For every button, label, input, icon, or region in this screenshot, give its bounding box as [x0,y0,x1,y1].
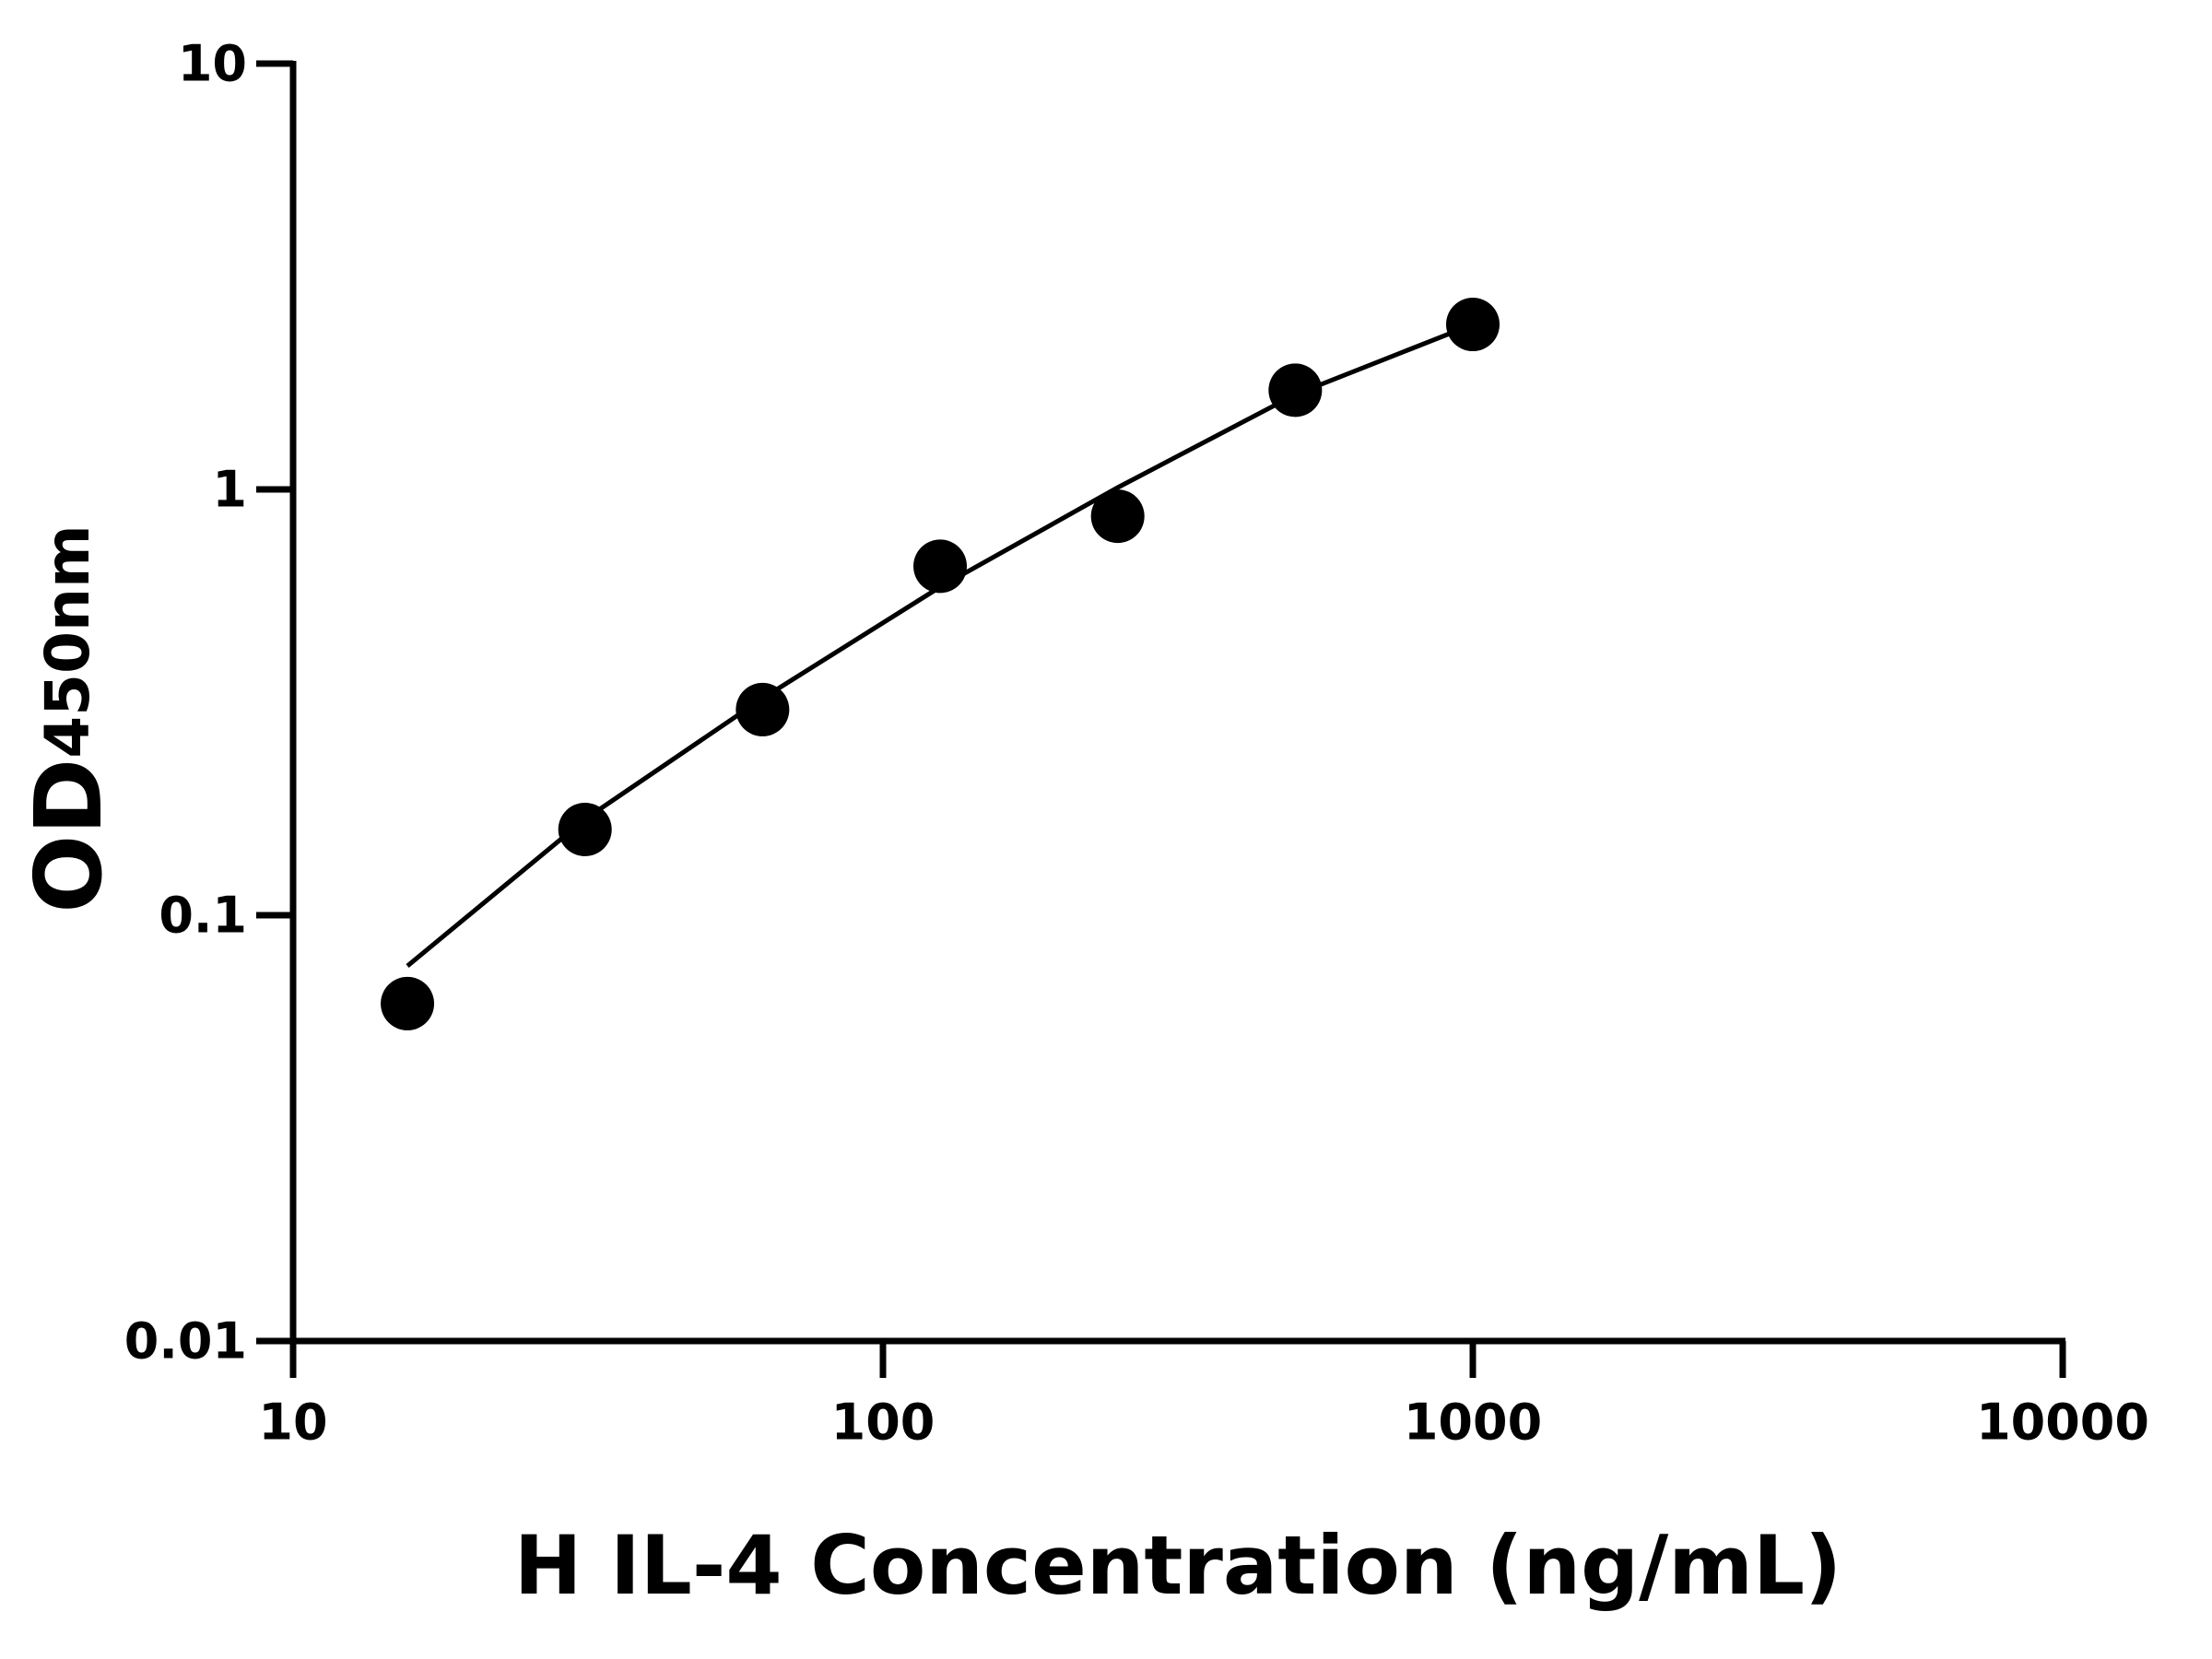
y-tick-label: 0.1 [159,887,247,945]
data-point [381,976,435,1030]
y-axis-label-sub: 450nm [32,524,103,759]
data-point [1090,489,1145,544]
y-axis-label: OD450nm [15,524,123,913]
fit-curve [406,322,1474,968]
y-tick-label: 10 [178,35,247,93]
x-tick-label: 1000 [1404,1394,1542,1452]
data-point [735,682,790,736]
x-tick-label: 10 [258,1394,327,1452]
y-tick-label: 0.01 [124,1312,247,1371]
x-tick-label: 10000 [1976,1394,2149,1452]
y-axis-label-main: OD [15,759,123,913]
x-tick-label: 100 [831,1394,935,1452]
data-point [913,539,968,594]
data-point [1446,298,1500,352]
x-axis-label: H IL-4 Concentration (ng/mL) [514,1518,1841,1613]
y-tick-label: 1 [212,461,247,519]
data-point [1268,363,1323,418]
data-point [558,802,612,856]
